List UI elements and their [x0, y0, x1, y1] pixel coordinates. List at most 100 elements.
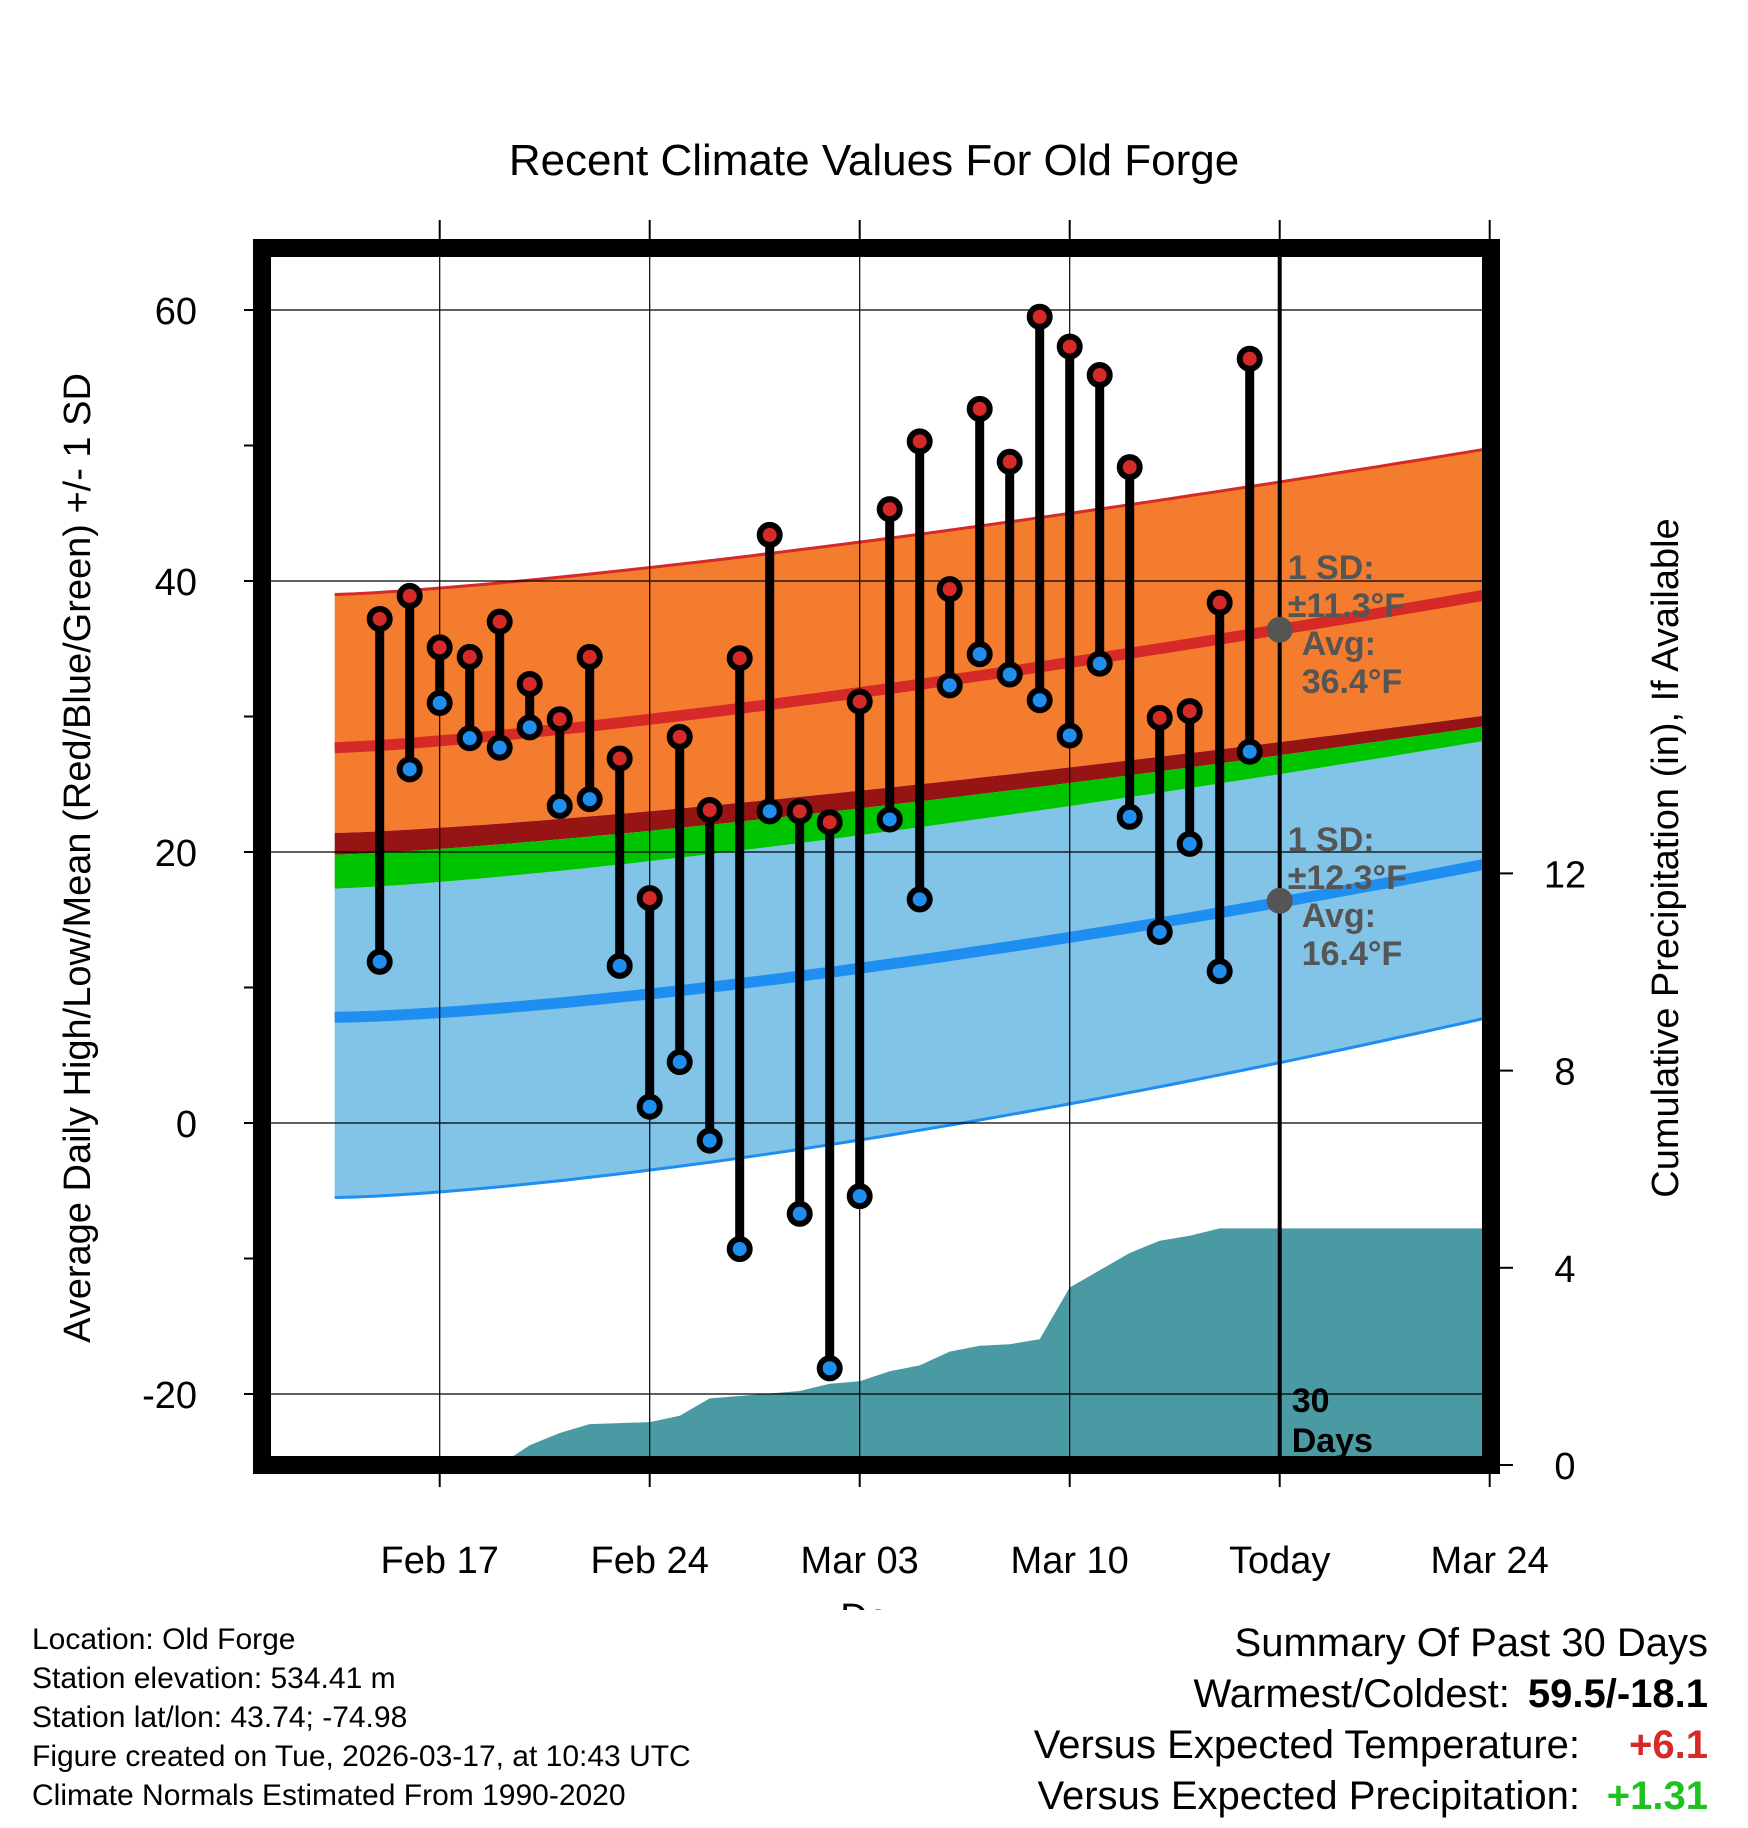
- high-point: [456, 643, 483, 670]
- low-point: [576, 786, 603, 813]
- summary-title: Summary Of Past 30 Days: [1234, 1621, 1708, 1665]
- location-text: Location: Old Forge: [32, 1623, 296, 1656]
- latlon-text: Station lat/lon: 43.74; -74.98: [32, 1701, 408, 1734]
- low-point: [426, 689, 453, 716]
- low-point: [1116, 803, 1143, 830]
- low-point: [636, 1093, 663, 1120]
- low-point: [1146, 918, 1173, 945]
- low-normal-sd-label: 1 SD:: [1288, 821, 1375, 859]
- low-normal-avg-label: Avg:: [1302, 897, 1376, 935]
- x-axis-label: Day: [840, 1597, 908, 1610]
- high-point: [546, 706, 573, 733]
- high-normal-avg-value: 36.4°F: [1302, 663, 1403, 701]
- precip-anomaly-label: Versus Expected Precipitation:: [1037, 1774, 1580, 1818]
- today-days-number: 30: [1292, 1382, 1330, 1420]
- high-point: [936, 576, 963, 603]
- precip-anomaly-value: +1.31: [1606, 1774, 1708, 1818]
- y-tick-label: -20: [142, 1375, 197, 1417]
- high-point: [1056, 333, 1083, 360]
- station-info: Location: Old Forge Station elevation: 5…: [32, 1620, 691, 1815]
- y2-tick-label: 0: [1554, 1446, 1575, 1488]
- low-point: [666, 1049, 693, 1076]
- low-point: [1176, 830, 1203, 857]
- low-point: [966, 641, 993, 668]
- high-point: [816, 809, 843, 836]
- low-point: [606, 952, 633, 979]
- low-point: [516, 714, 543, 741]
- low-point: [696, 1127, 723, 1154]
- low-point: [1056, 722, 1083, 749]
- warm-cold-label: Warmest/Coldest:: [1193, 1672, 1510, 1716]
- daily-range-stems: [366, 303, 1263, 1382]
- low-normal-avg-dot: [1266, 887, 1293, 914]
- high-point: [576, 643, 603, 670]
- temp-anomaly-label: Versus Expected Temperature:: [1033, 1723, 1580, 1767]
- y-axis-label: Average Daily High/Low/Mean (Red/Blue/Gr…: [57, 373, 99, 1343]
- low-sd-band: [334, 739, 1491, 1198]
- created-text: Figure created on Tue, 2026-03-17, at 10…: [32, 1740, 691, 1773]
- high-point: [786, 798, 813, 825]
- high-normal-avg-dot: [1266, 616, 1293, 643]
- low-point: [786, 1200, 813, 1227]
- high-point: [756, 521, 783, 548]
- y2-axis-label: Cumulative Precipitation (in), If Availa…: [1645, 518, 1687, 1197]
- precipitation-area: [334, 1228, 1491, 1465]
- low-point: [816, 1355, 843, 1382]
- low-point: [1026, 687, 1053, 714]
- high-normal-sd-label: 1 SD:: [1288, 549, 1375, 587]
- high-upper-line: [334, 446, 1491, 596]
- high-point: [696, 796, 723, 823]
- high-point: [726, 645, 753, 672]
- high-point: [516, 670, 543, 697]
- x-tick-label: Mar 10: [1011, 1540, 1129, 1582]
- x-tick-label: Mar 03: [801, 1540, 919, 1582]
- low-point: [1086, 650, 1113, 677]
- warm-cold-row: Warmest/Coldest: 59.5/-18.1: [1034, 1669, 1708, 1720]
- summary-panel: Summary Of Past 30 Days Warmest/Coldest:…: [1034, 1618, 1708, 1822]
- high-point: [1086, 362, 1113, 389]
- today-days-label: Days: [1292, 1422, 1373, 1460]
- low-point: [1236, 738, 1263, 765]
- plot-frame: [253, 239, 1500, 1474]
- low-point: [366, 948, 393, 975]
- high-point: [1146, 704, 1173, 731]
- high-point: [366, 605, 393, 632]
- low-normal-sd-value: ±12.3°F: [1288, 859, 1407, 897]
- elevation-text: Station elevation: 534.41 m: [32, 1662, 396, 1695]
- y2-tick-label: 8: [1554, 1052, 1575, 1094]
- normals-text: Climate Normals Estimated From 1990-2020: [32, 1779, 626, 1812]
- high-point: [426, 634, 453, 661]
- low-point: [726, 1236, 753, 1263]
- high-point: [996, 448, 1023, 475]
- y2-tick-label: 4: [1554, 1249, 1575, 1291]
- x-tick-label: Today: [1229, 1540, 1330, 1582]
- low-point: [906, 886, 933, 913]
- y-tick-label: 0: [176, 1104, 197, 1146]
- temp-anomaly-value: +6.1: [1629, 1723, 1708, 1767]
- high-point: [1026, 303, 1053, 330]
- low-point: [546, 792, 573, 819]
- high-point: [1236, 345, 1263, 372]
- low-point: [756, 798, 783, 825]
- high-point: [876, 496, 903, 523]
- high-point: [606, 745, 633, 772]
- high-point: [1206, 589, 1233, 616]
- low-point: [1206, 958, 1233, 985]
- high-point: [966, 395, 993, 422]
- x-tick-label: Feb 17: [381, 1540, 499, 1582]
- high-point: [846, 688, 873, 715]
- low-point: [396, 756, 423, 783]
- normal-low-line: [334, 857, 1491, 1023]
- y2-tick-label: 12: [1544, 854, 1586, 896]
- high-point: [666, 723, 693, 750]
- low-point: [846, 1183, 873, 1210]
- high-point: [906, 428, 933, 455]
- high-sd-band: [334, 448, 1491, 833]
- y-tick-label: 20: [155, 833, 197, 875]
- high-normal-sd-value: ±11.3°F: [1288, 587, 1405, 625]
- x-tick-label: Mar 24: [1431, 1540, 1549, 1582]
- warm-cold-value: 59.5/-18.1: [1527, 1672, 1708, 1716]
